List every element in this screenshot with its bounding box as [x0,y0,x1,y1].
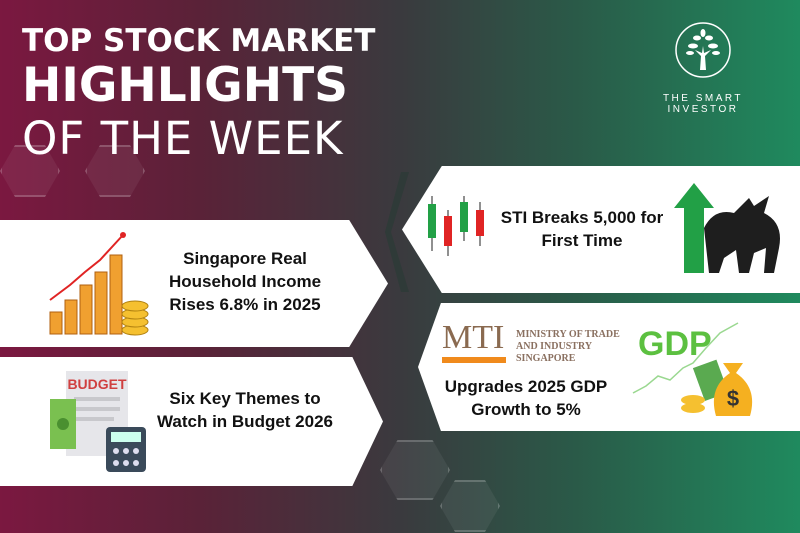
gdp-money-bag-icon: $ [632,322,753,416]
tree-circle-logo-icon [675,22,731,78]
headline-budget: Six Key Themes to Watch in Budget 2026 [156,389,333,431]
title-line-3: OF THE WEEK [22,112,344,165]
highlight-card-gdp[interactable]: MTI MINISTRY OF TRADE AND INDUSTRY SINGAPO… [418,303,800,431]
mti-logo-bar [442,357,506,363]
brand-logo: THE SMART INVESTOR [628,20,778,115]
title-line-1: TOP STOCK MARKET [22,23,376,59]
mti-logo: MTI [442,319,505,356]
bull-arrow-icon [674,183,780,273]
highlight-card-income[interactable]: Singapore Real Household Income Rises 6.… [0,220,388,347]
budget-calculator-icon: BUDGET [50,371,146,472]
hexagon-decoration [380,440,450,500]
hexagon-decoration [0,145,60,197]
highlight-card-budget[interactable]: BUDGET Six Key Themes to Watch in Budget… [0,357,383,486]
brand-name: THE SMART INVESTOR [662,93,744,115]
headline-sti: STI Breaks 5,000 for First Time [500,208,664,250]
candlestick-icon [428,196,484,256]
highlight-card-sti[interactable]: STI Breaks 5,000 for First Time [402,166,800,293]
budget-doc-label: BUDGET [67,376,127,392]
mti-name: MINISTRY OF TRADE AND INDUSTRY SINGAPORE [516,329,620,364]
headline-gdp: Upgrades 2025 GDP Growth to 5% [444,377,608,419]
title-line-2: HIGHLIGHTS [22,58,348,113]
bar-chart-coins-icon [49,232,149,336]
svg-text:$: $ [727,386,739,411]
hexagon-decoration [85,145,145,197]
headline-income: Singapore Real Household Income Rises 6.… [168,249,322,314]
hexagon-decoration [440,480,500,532]
